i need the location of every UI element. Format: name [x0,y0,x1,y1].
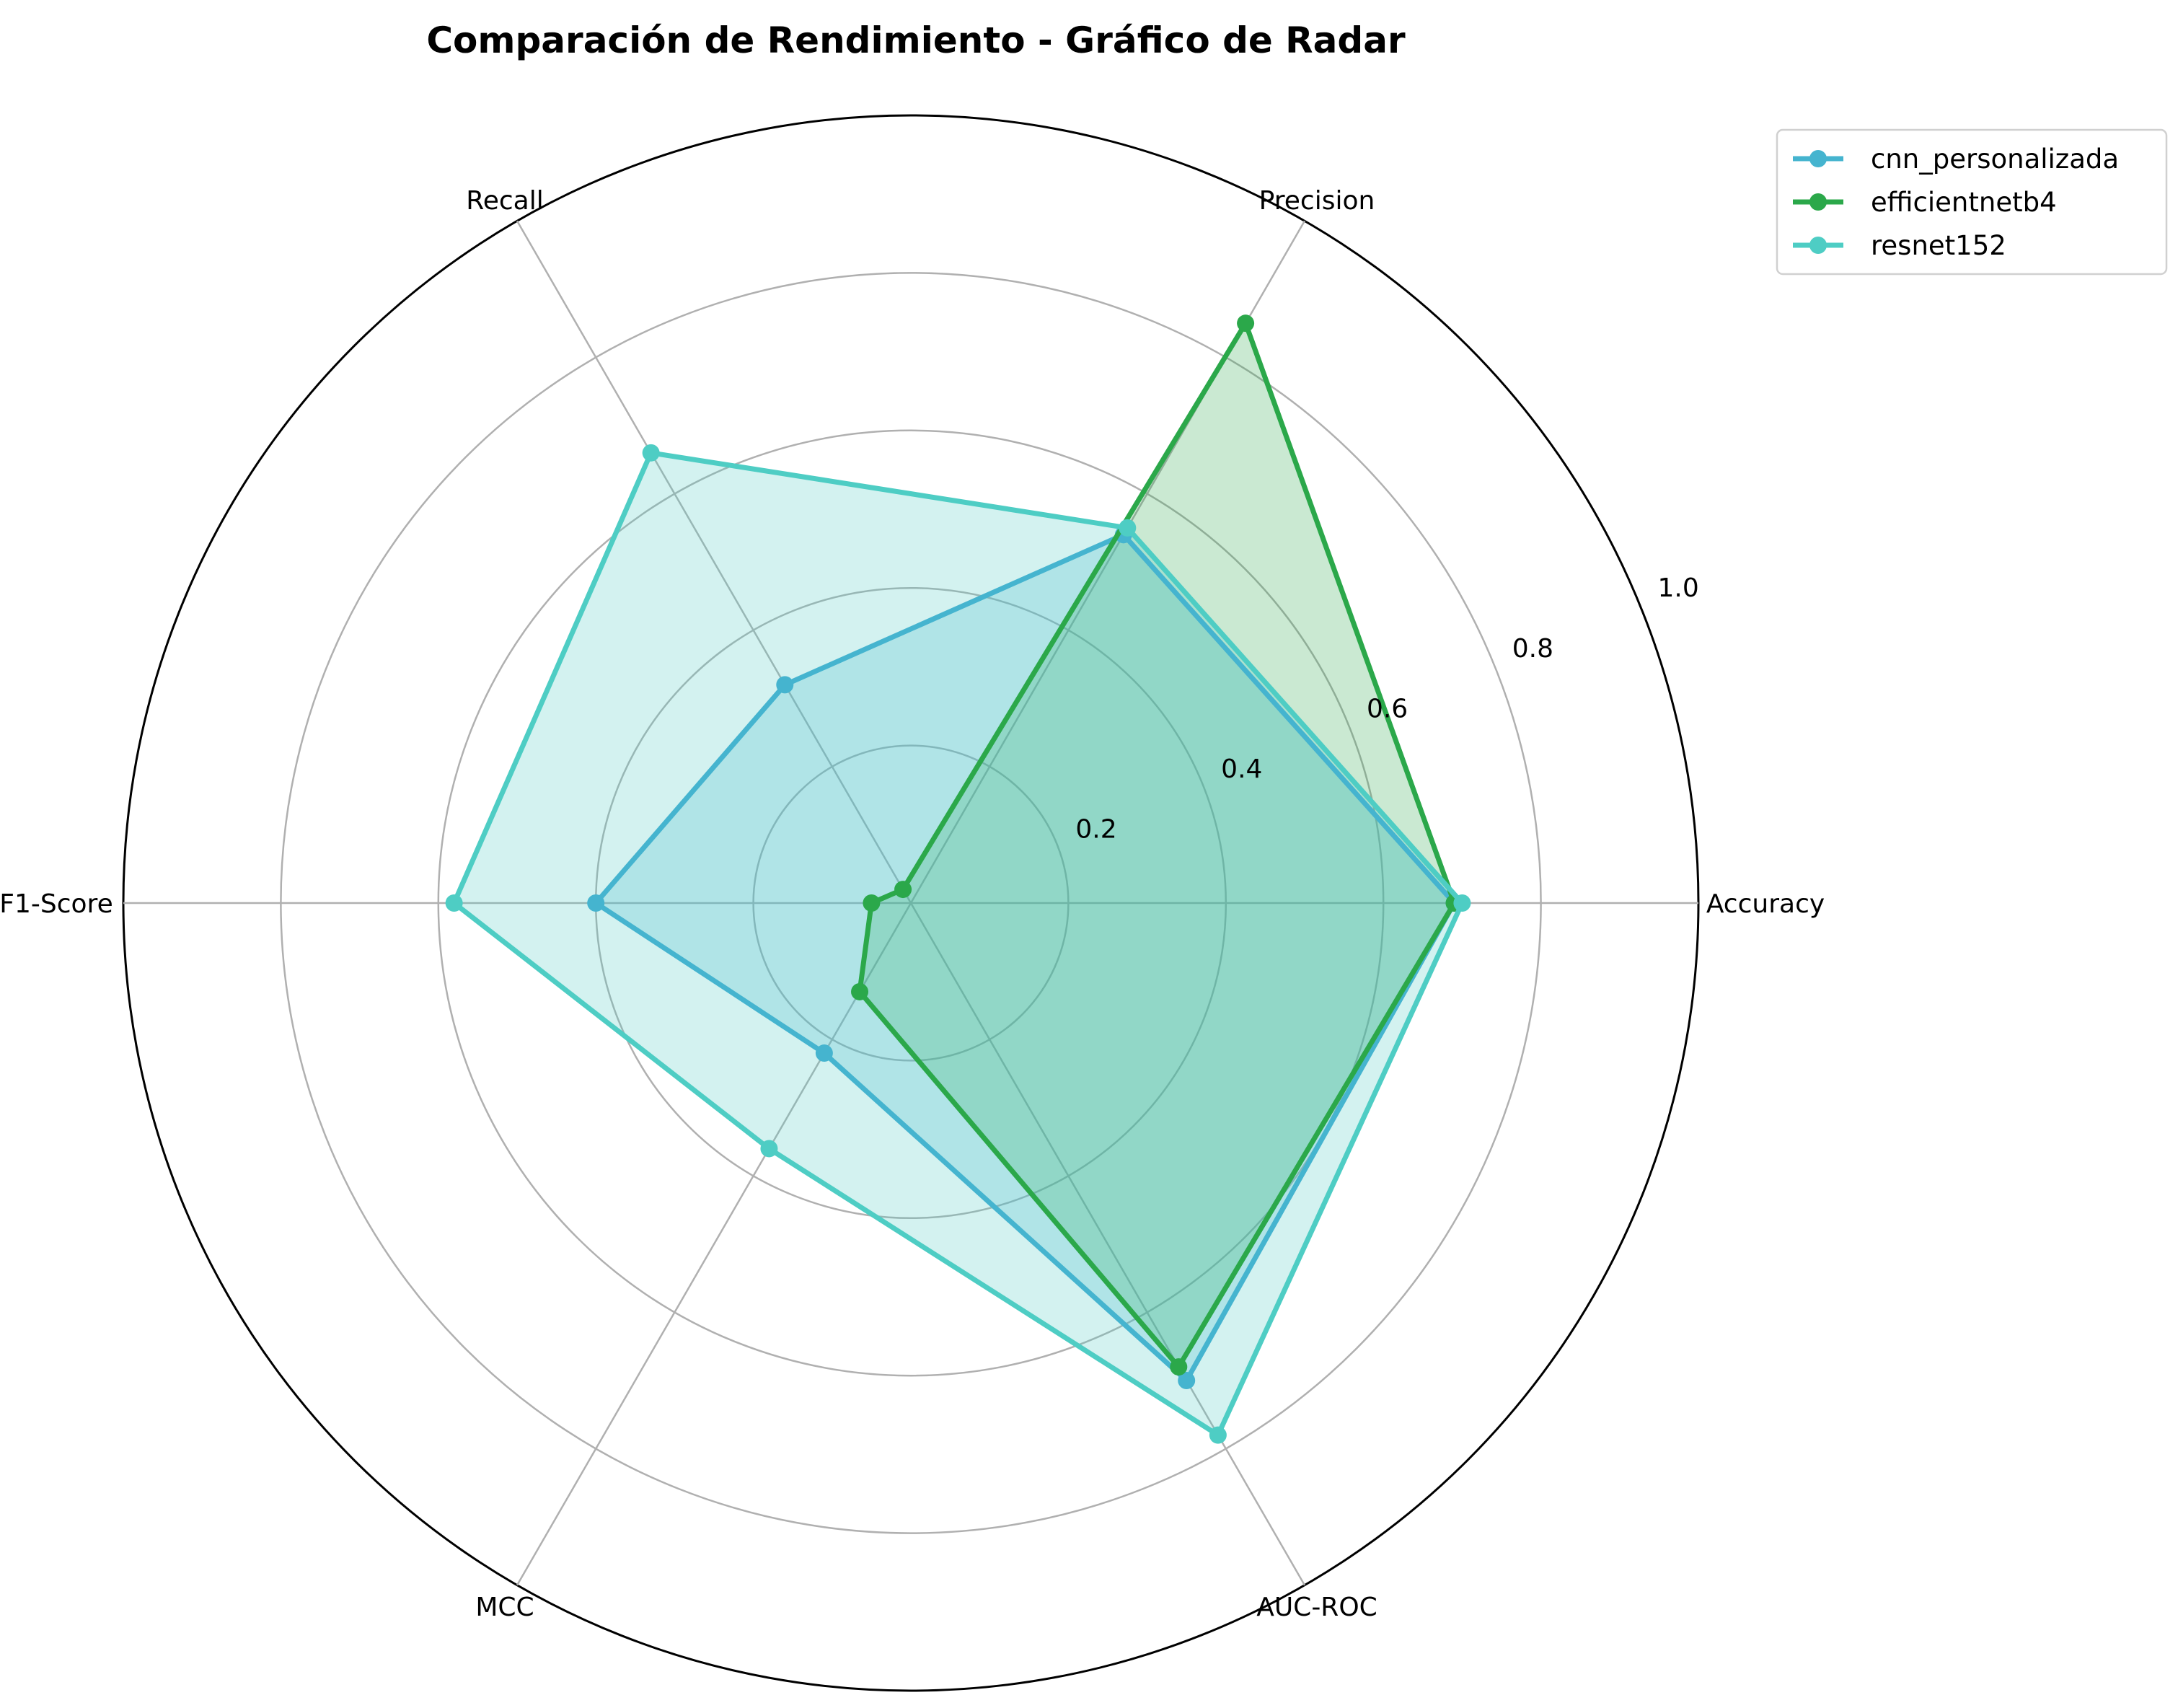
grid-spoke [909,902,1306,1586]
legend-box [1776,128,2168,276]
legend-label-resnet152: resnet152 [1871,230,2006,261]
data-point-efficientnetb4-F1-Score [863,894,881,912]
grid-spoke [516,220,912,904]
data-point-efficientnetb4-Recall [894,881,912,899]
tick-label: 0.4 [1221,754,1262,784]
legend-label-efficientnetb4: efficientnetb4 [1871,187,2057,218]
tick-label: 0.2 [1075,815,1116,845]
data-point-resnet152-Recall [642,444,660,462]
radar-labels: Accuracy Precision Recall F1-Score MCC AUC-RO… [0,186,1825,1622]
legend-marker-efficientnetb4 [1809,193,1827,211]
data-point-cnn_personalizada-F1-Score [587,894,605,912]
chart-title: Comparación de Rendimiento - Gráfico de … [426,19,1406,61]
data-point-resnet152-AUC-ROC [1209,1426,1227,1444]
data-point-resnet152-F1-Score [445,894,463,912]
radar-series [445,314,1471,1444]
axis-label-recall: Recall [466,186,543,216]
legend: cnn_personalizada efficientnetb4 resnet152 [1776,128,2168,276]
axis-label-accuracy: Accuracy [1706,889,1825,919]
legend-marker-cnn_personalizada [1809,150,1827,167]
data-point-efficientnetb4-AUC-ROC [1170,1358,1188,1376]
tick-label: 0.8 [1512,634,1553,664]
axis-label-mcc: MCC [475,1593,534,1622]
data-point-cnn_personalizada-MCC [815,1044,833,1062]
tick-label: 1.0 [1658,573,1699,603]
axis-label-precision: Precision [1259,186,1375,216]
axis-label-auc-roc: AUC-ROC [1256,1593,1377,1622]
legend-marker-resnet152 [1809,237,1827,254]
data-point-resnet152-MCC [760,1140,778,1158]
tick-label: 0.6 [1367,694,1408,723]
series-fill-resnet152 [454,452,1463,1435]
series-fill-efficientnetb4 [860,323,1455,1368]
data-point-efficientnetb4-MCC [851,982,869,1000]
data-point-resnet152-Accuracy [1453,894,1471,912]
legend-label-cnn_personalizada: cnn_personalizada [1871,144,2119,175]
axis-label-f1-score: F1-Score [0,889,113,919]
data-point-efficientnetb4-Precision [1237,314,1255,333]
radar-grid [122,114,1700,1692]
data-point-cnn_personalizada-Recall [776,676,794,694]
data-point-resnet152-Precision [1119,519,1137,537]
data-point-cnn_personalizada-AUC-ROC [1178,1371,1196,1389]
grid-spoke [516,902,912,1586]
series-fill-cnn_personalizada [596,534,1455,1381]
